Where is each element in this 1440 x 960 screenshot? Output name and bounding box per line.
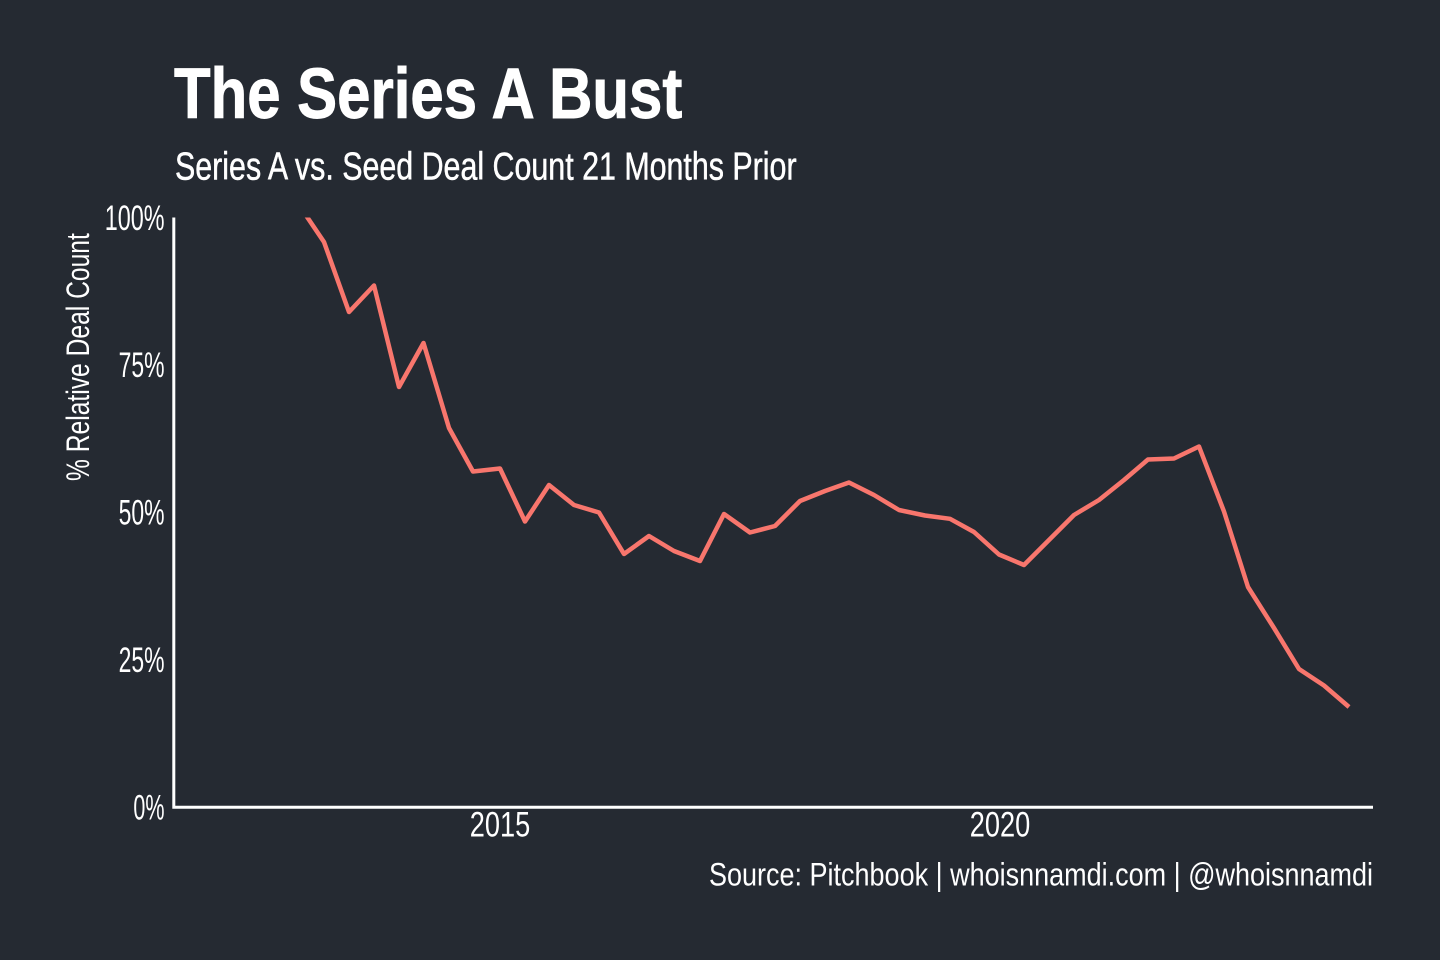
svg-text:25%: 25% xyxy=(119,641,165,680)
svg-text:The Series A Bust: The Series A Bust xyxy=(174,54,682,133)
svg-text:50%: 50% xyxy=(119,494,165,533)
svg-text:75%: 75% xyxy=(119,346,165,385)
svg-text:Series A vs. Seed Deal Count 2: Series A vs. Seed Deal Count 21 Months P… xyxy=(175,145,797,189)
svg-text:2020: 2020 xyxy=(970,804,1030,844)
svg-text:Source: Pitchbook | whoisnnamd: Source: Pitchbook | whoisnnamdi.com | @w… xyxy=(709,857,1373,893)
svg-text:2015: 2015 xyxy=(470,804,530,844)
svg-text:0%: 0% xyxy=(133,788,164,828)
svg-text:% Relative Deal Count: % Relative Deal Count xyxy=(61,233,97,481)
svg-text:100%: 100% xyxy=(105,199,165,238)
